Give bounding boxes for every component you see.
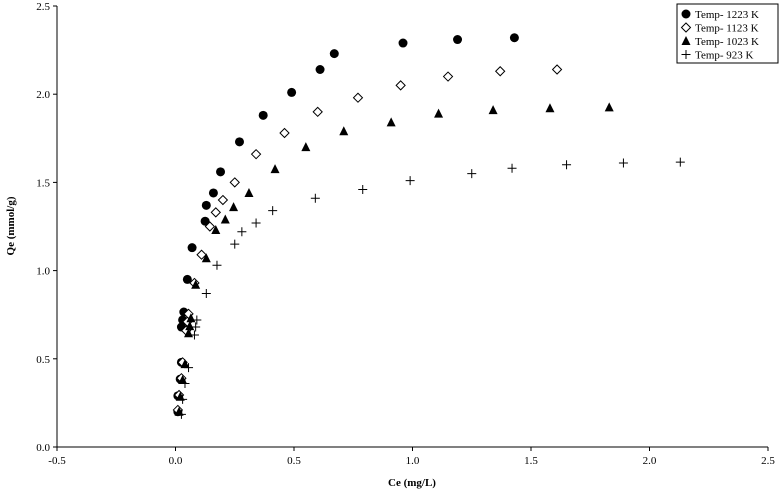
y-tick-label: 1.5: [36, 177, 50, 189]
point: [250, 148, 262, 160]
y-axis-label: Qe (mmol/g): [5, 196, 17, 255]
point: [216, 167, 226, 177]
point: [189, 330, 199, 340]
point: [244, 187, 254, 197]
y-tick-label: 2.5: [36, 1, 50, 13]
y-tick-label: 1.0: [36, 266, 50, 278]
point: [681, 9, 691, 19]
legend-label: Temp- 923 K: [695, 50, 754, 62]
point: [467, 169, 477, 179]
legend-label: Temp- 1123 K: [695, 23, 759, 35]
point: [191, 322, 201, 332]
point: [234, 137, 244, 147]
point: [301, 142, 311, 152]
x-tick-label: 0.5: [287, 455, 301, 467]
point: [178, 394, 188, 404]
point: [312, 106, 323, 118]
point: [211, 225, 221, 235]
point: [279, 127, 290, 139]
point: [562, 160, 572, 170]
point: [604, 102, 614, 112]
x-axis-label: Ce (mg/L): [388, 477, 436, 489]
point: [187, 243, 197, 253]
point: [352, 92, 364, 103]
point: [237, 227, 247, 237]
point: [680, 22, 692, 33]
point: [618, 158, 628, 168]
point: [192, 315, 202, 325]
x-tick-label: -0.5: [48, 455, 66, 467]
point: [208, 188, 218, 198]
point: [229, 202, 239, 212]
x-tick-label: 0.0: [169, 455, 183, 467]
x-tick-label: 1.5: [524, 455, 538, 467]
point: [287, 87, 297, 97]
point: [434, 108, 444, 118]
point: [185, 321, 195, 331]
point: [507, 163, 517, 173]
point: [191, 279, 201, 289]
point: [358, 184, 368, 194]
point: [494, 66, 506, 77]
x-tick-label: 1.0: [406, 455, 420, 467]
x-tick-label: 2.5: [761, 455, 775, 467]
point: [545, 103, 555, 113]
point: [217, 194, 229, 206]
point: [398, 38, 408, 48]
point: [220, 214, 230, 224]
point: [212, 260, 222, 270]
point: [329, 49, 339, 59]
legend-box: [676, 3, 779, 64]
point: [442, 71, 454, 82]
point: [675, 157, 685, 167]
point: [405, 176, 415, 186]
point: [270, 164, 280, 174]
point: [210, 207, 221, 218]
point: [509, 33, 519, 43]
point: [395, 80, 406, 91]
point: [201, 253, 211, 263]
point: [182, 274, 192, 284]
point: [184, 363, 194, 373]
point: [200, 216, 210, 226]
point: [180, 378, 190, 388]
point: [201, 200, 211, 210]
point: [339, 126, 349, 136]
y-tick-label: 2.0: [36, 89, 50, 101]
point: [196, 249, 207, 260]
point: [551, 64, 563, 75]
point: [268, 206, 278, 216]
y-tick-label: 0.5: [36, 354, 50, 366]
point: [453, 35, 463, 45]
point: [201, 289, 211, 299]
point: [315, 65, 325, 75]
point: [176, 409, 186, 419]
legend-label: Temp- 1223 K: [695, 9, 759, 21]
point: [230, 239, 240, 249]
point: [386, 117, 396, 127]
point: [310, 193, 320, 203]
point: [229, 177, 240, 188]
point: [258, 110, 268, 120]
legend-label: Temp- 1023 K: [695, 36, 759, 48]
point: [681, 50, 691, 59]
y-tick-label: 0.0: [36, 442, 50, 454]
x-tick-label: 2.0: [643, 455, 657, 467]
point: [204, 221, 216, 232]
point: [251, 218, 261, 228]
point: [488, 105, 498, 115]
point: [681, 36, 691, 45]
point: [180, 359, 190, 369]
